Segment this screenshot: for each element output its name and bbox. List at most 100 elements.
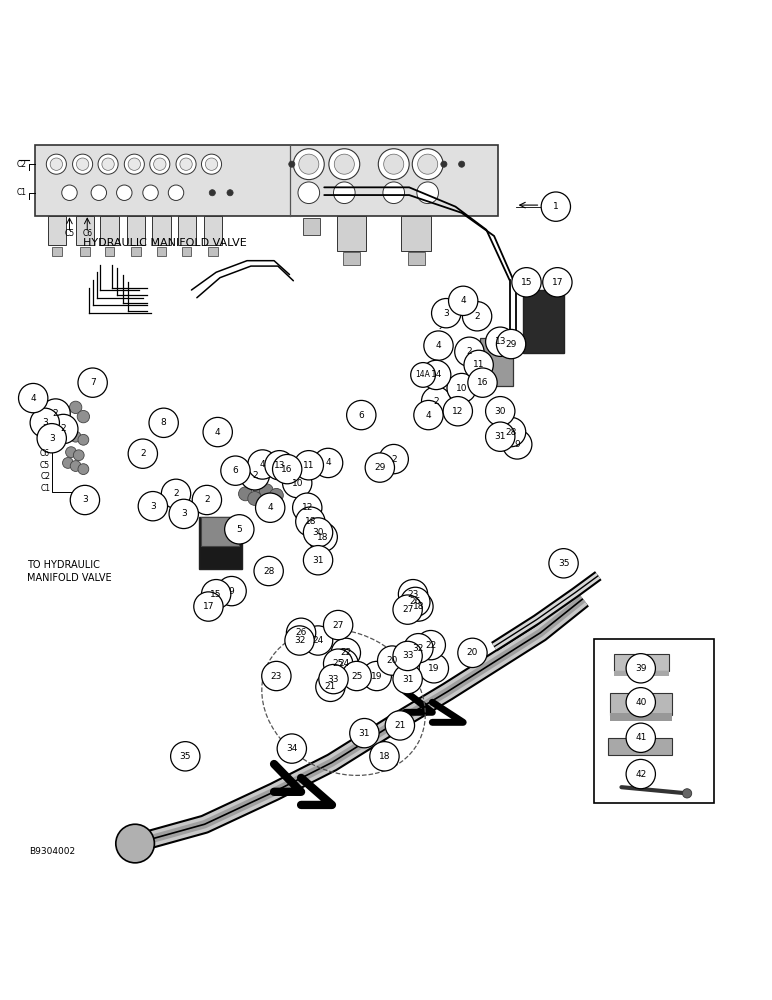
Bar	[52, 247, 62, 256]
Text: 13: 13	[274, 461, 285, 470]
Bar	[80, 247, 90, 256]
Circle shape	[149, 408, 178, 437]
Circle shape	[308, 522, 337, 552]
Circle shape	[78, 464, 89, 475]
Bar	[608, 738, 672, 755]
Circle shape	[486, 327, 515, 356]
Text: 4: 4	[267, 503, 273, 512]
Circle shape	[273, 454, 302, 484]
Circle shape	[256, 493, 285, 522]
Text: C6: C6	[40, 449, 50, 458]
Circle shape	[73, 450, 84, 461]
Circle shape	[30, 408, 59, 437]
Circle shape	[316, 672, 345, 701]
Bar	[408, 252, 425, 265]
Text: 2: 2	[60, 424, 66, 433]
Text: 32: 32	[413, 644, 424, 653]
Text: 26: 26	[296, 628, 306, 637]
Circle shape	[257, 496, 271, 510]
Circle shape	[254, 556, 283, 586]
Circle shape	[404, 634, 433, 663]
Bar	[157, 247, 166, 256]
Text: TO HYDRAULIC
MANIFOLD VALVE: TO HYDRAULIC MANIFOLD VALVE	[27, 560, 112, 583]
Circle shape	[205, 158, 218, 170]
Bar	[76, 216, 94, 245]
Circle shape	[379, 444, 408, 474]
Text: 18: 18	[305, 517, 316, 526]
Circle shape	[458, 638, 487, 668]
Circle shape	[462, 302, 492, 331]
Bar	[182, 247, 191, 256]
Circle shape	[285, 626, 314, 655]
Circle shape	[66, 447, 76, 458]
Bar	[594, 639, 714, 803]
Circle shape	[323, 649, 353, 678]
Circle shape	[70, 485, 100, 515]
Text: 15: 15	[211, 590, 222, 599]
Text: 4: 4	[460, 296, 466, 305]
Circle shape	[365, 453, 394, 482]
Text: 16: 16	[282, 465, 293, 474]
Text: 19: 19	[371, 672, 382, 681]
Circle shape	[209, 190, 215, 196]
Circle shape	[194, 592, 223, 621]
Circle shape	[455, 337, 484, 366]
Text: 18: 18	[413, 602, 424, 611]
Text: 25: 25	[333, 659, 344, 668]
Circle shape	[626, 654, 655, 683]
Circle shape	[319, 664, 348, 694]
Bar	[199, 517, 242, 569]
Circle shape	[329, 649, 358, 678]
Circle shape	[262, 661, 291, 691]
Circle shape	[626, 723, 655, 752]
Circle shape	[240, 461, 269, 490]
Text: 2: 2	[474, 312, 480, 321]
Circle shape	[443, 397, 472, 426]
Circle shape	[143, 185, 158, 200]
Text: 12: 12	[452, 407, 463, 416]
Circle shape	[128, 158, 141, 170]
Circle shape	[150, 154, 170, 174]
Circle shape	[37, 424, 66, 453]
Text: 4: 4	[259, 460, 266, 469]
Circle shape	[468, 368, 497, 397]
Text: 2: 2	[204, 495, 210, 504]
Text: 18: 18	[379, 752, 390, 761]
Text: 34: 34	[286, 744, 297, 753]
Circle shape	[248, 450, 277, 479]
Circle shape	[49, 414, 78, 444]
Circle shape	[496, 329, 526, 359]
Bar	[337, 216, 366, 251]
Circle shape	[441, 161, 447, 167]
Text: 11: 11	[473, 360, 484, 369]
Text: 35: 35	[180, 752, 191, 761]
Text: 28: 28	[263, 567, 274, 576]
Circle shape	[161, 479, 191, 508]
Circle shape	[503, 430, 532, 459]
Circle shape	[486, 397, 515, 426]
Circle shape	[414, 400, 443, 430]
Text: 3: 3	[150, 502, 156, 511]
Bar	[303, 218, 320, 235]
Circle shape	[334, 182, 355, 204]
Text: 4: 4	[435, 341, 442, 350]
Circle shape	[293, 493, 322, 522]
Bar	[614, 654, 669, 671]
Bar	[480, 338, 513, 386]
Text: 2: 2	[52, 409, 59, 418]
Circle shape	[62, 185, 77, 200]
Circle shape	[77, 410, 90, 423]
Text: 10: 10	[456, 384, 467, 393]
Circle shape	[63, 458, 73, 468]
Bar	[100, 216, 119, 245]
Circle shape	[411, 363, 435, 387]
Bar	[105, 247, 114, 256]
Circle shape	[418, 154, 438, 174]
Circle shape	[303, 518, 333, 547]
Bar	[208, 247, 218, 256]
Text: 35: 35	[558, 559, 569, 568]
Circle shape	[168, 185, 184, 200]
Text: 27: 27	[402, 605, 413, 614]
Text: 31: 31	[495, 432, 506, 441]
Text: 5: 5	[236, 525, 242, 534]
